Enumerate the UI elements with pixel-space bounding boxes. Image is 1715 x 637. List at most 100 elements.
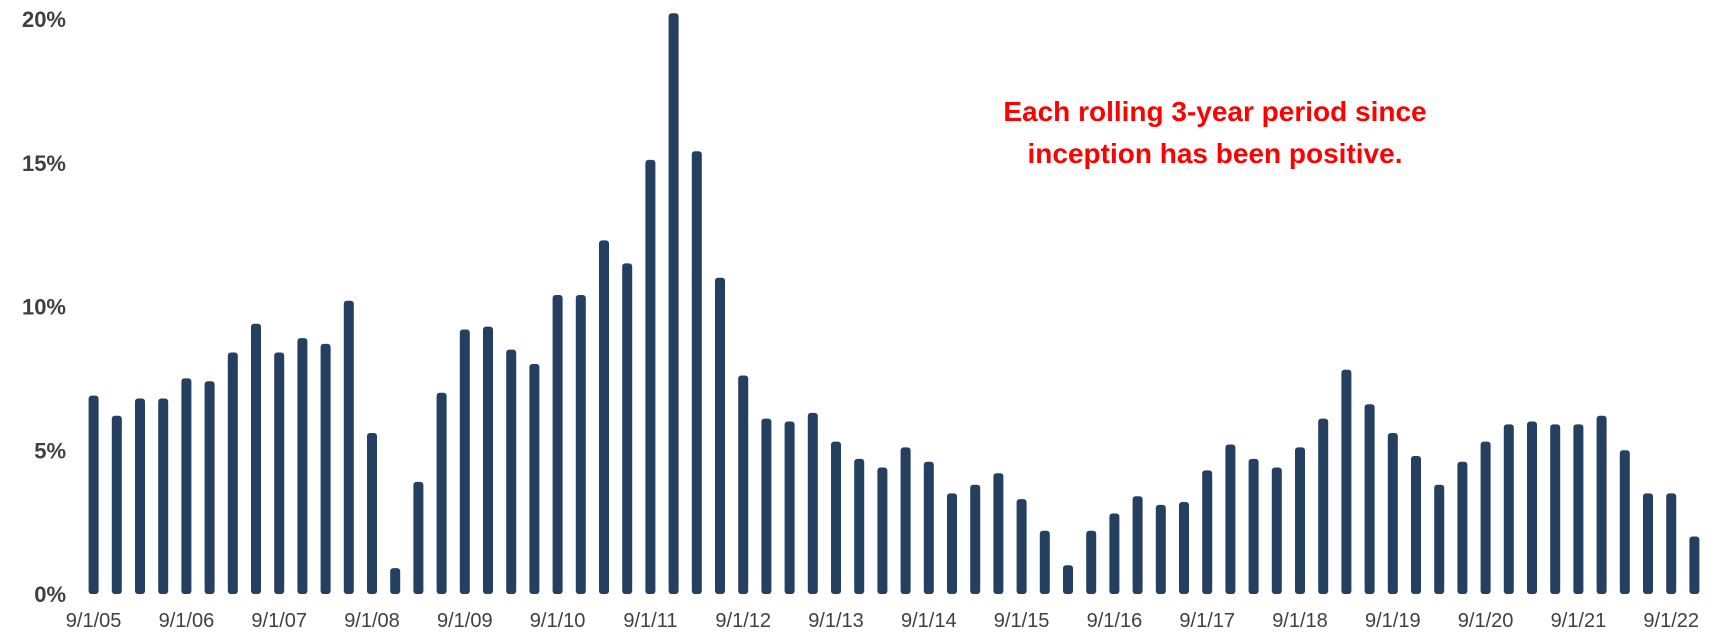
bar-12-1-14 (947, 493, 957, 595)
bar-3-1-11 (599, 240, 609, 595)
bar-9-1-21 (1573, 424, 1584, 595)
bar-3-1-18 (1248, 458, 1259, 595)
x-tick-label: 9/1/14 (901, 610, 957, 632)
bar-6-1-10 (529, 364, 540, 594)
x-tick-label: 9/1/09 (437, 610, 493, 632)
x-tick-label: 9/1/17 (1179, 610, 1235, 632)
bar-12-1-05 (111, 415, 122, 594)
bar-9-1-08 (367, 433, 377, 594)
bar-12-1-09 (483, 326, 493, 595)
x-tick-label: 9/1/20 (1458, 610, 1514, 632)
bar-9-1-09 (459, 329, 470, 594)
bar-9-1-15 (1016, 499, 1027, 595)
bar-9-1-10 (552, 295, 563, 594)
bar-6-1-15 (993, 473, 1004, 594)
bar-3-1-06 (135, 398, 145, 594)
bar-3-1-13 (784, 421, 795, 594)
bar-3-1-14 (877, 467, 888, 594)
bar-3-1-17 (1155, 504, 1166, 595)
bar-6-1-21 (1550, 424, 1561, 595)
bar-6-1-11 (622, 263, 633, 595)
bar-9-1-12 (738, 375, 749, 594)
bar-12-1-08 (390, 568, 401, 595)
bar-12-1-07 (297, 338, 308, 595)
bar-9-1-22 (1666, 493, 1677, 595)
bar-9-1-11 (645, 159, 656, 595)
bar-9-1-13 (831, 441, 841, 595)
x-tick-label: 9/1/12 (715, 610, 771, 632)
y-axis: 0% 5% 10% 15% 20% (22, 7, 66, 607)
bar-12-1-20 (1503, 424, 1514, 595)
bar-12-1-17 (1225, 444, 1236, 594)
x-tick-label: 9/1/07 (251, 610, 307, 632)
bar-6-1-19 (1364, 404, 1375, 594)
bar-6-1-12 (715, 277, 725, 594)
bar-12-1-21 (1596, 415, 1607, 594)
bar-6-1-09 (436, 392, 447, 594)
bar-3-1-19 (1341, 369, 1352, 594)
y-tick-label: 10% (22, 295, 66, 320)
bar-3-1-09 (413, 481, 424, 595)
bar-6-1-20 (1457, 461, 1468, 594)
bar-9-1-19 (1387, 433, 1398, 594)
bar-3-1-20 (1434, 484, 1445, 594)
bar-9-1-05 (88, 395, 99, 595)
x-tick-label: 9/1/21 (1551, 610, 1607, 632)
x-tick-label: 9/1/10 (530, 610, 586, 632)
bar-9-1-14 (923, 461, 934, 594)
bar-3-1-07 (227, 352, 238, 594)
bar-3-1-21 (1527, 421, 1537, 594)
y-tick-label: 20% (22, 7, 66, 32)
bar-12-1-15 (1039, 530, 1050, 594)
bar-12-1-06 (204, 381, 215, 594)
bar-9-1-06 (181, 378, 192, 595)
x-tick-label: 9/1/08 (344, 610, 400, 632)
bar-6-1-17 (1179, 502, 1189, 594)
bar-9-1-17 (1202, 470, 1213, 595)
bar-6-1-22 (1643, 493, 1653, 595)
x-tick-label: 9/1/16 (1087, 610, 1143, 632)
bar-12-1-22 (1689, 536, 1700, 594)
bar-12-1-18 (1318, 418, 1329, 595)
y-tick-label: 5% (34, 438, 66, 463)
bar-12-1-12 (761, 418, 772, 595)
x-tick-label: 9/1/22 (1643, 610, 1699, 632)
x-axis: 9/1/05 9/1/06 9/1/07 9/1/08 9/1/09 9/1/10 9/1/… (66, 610, 1699, 632)
x-tick-label: 9/1/15 (994, 610, 1050, 632)
bar-9-1-07 (274, 352, 285, 594)
bar-6-1-07 (251, 323, 261, 594)
x-tick-label: 9/1/06 (159, 610, 215, 632)
x-tick-label: 9/1/11 (623, 610, 677, 632)
bar-12-1-10 (575, 295, 586, 594)
bar-6-1-08 (343, 300, 354, 594)
annotation-line-1: Each rolling 3-year period since (1003, 96, 1426, 127)
bar-12-1-11 (668, 13, 679, 594)
x-tick-label: 9/1/05 (66, 610, 122, 632)
x-tick-label: 9/1/19 (1365, 610, 1421, 632)
y-tick-label: 15% (22, 151, 66, 176)
bars-layer (88, 13, 1700, 595)
bar-9-1-16 (1109, 513, 1120, 594)
bar-3-1-22 (1619, 450, 1630, 594)
bar-12-1-19 (1411, 456, 1421, 594)
bar-3-1-16 (1063, 565, 1073, 594)
bar-6-1-16 (1086, 530, 1097, 594)
bar-12-1-13 (854, 458, 865, 595)
bar-3-1-12 (691, 151, 702, 594)
bar-3-1-15 (970, 484, 981, 594)
bar-3-1-10 (506, 349, 517, 595)
y-tick-label: 0% (34, 582, 66, 607)
x-tick-label: 9/1/18 (1272, 610, 1328, 632)
x-tick-label: 9/1/13 (808, 610, 864, 632)
annotation-line-2: inception has been positive. (1028, 138, 1403, 169)
bar-9-1-18 (1295, 447, 1305, 595)
bar-3-1-08 (320, 343, 331, 595)
bar-6-1-06 (158, 398, 169, 594)
bar-9-1-20 (1480, 441, 1491, 595)
bar-6-1-18 (1271, 467, 1282, 594)
bar-12-1-16 (1132, 496, 1143, 594)
bar-6-1-14 (900, 447, 911, 595)
bar-6-1-13 (807, 412, 818, 595)
